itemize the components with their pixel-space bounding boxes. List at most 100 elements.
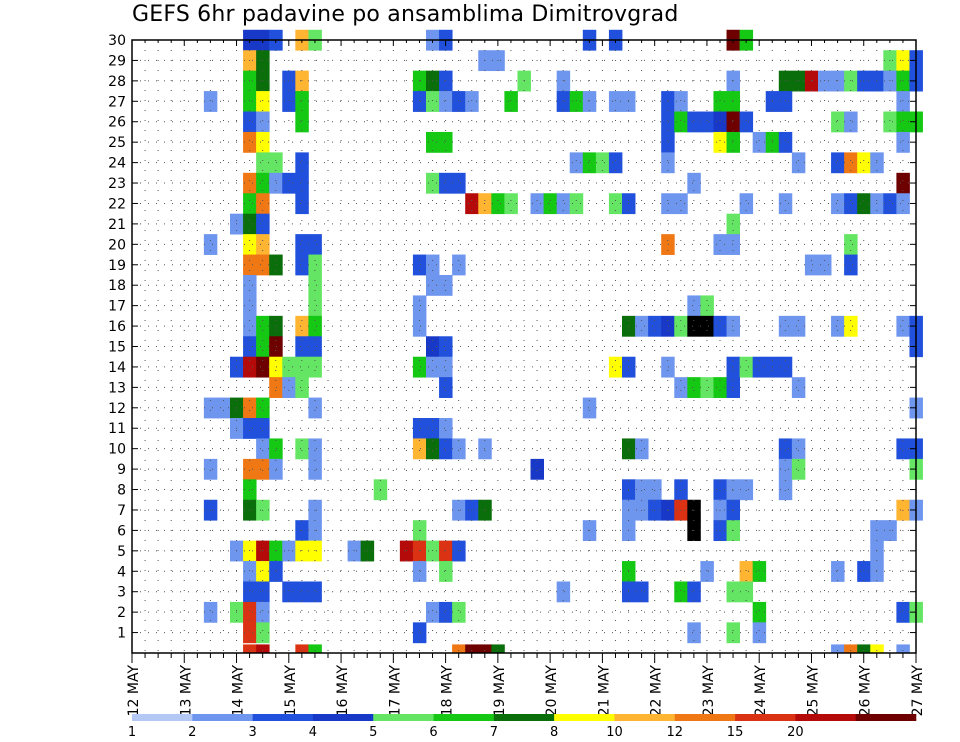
heatmap-cell: [687, 581, 701, 603]
y-tick-label: 8: [117, 483, 126, 499]
x-axis: 12 MAY 13 MAY 14 MAY 15 MAY 16 MAY 17 MAY 18 M…: [126, 40, 926, 716]
heatmap-cell: [896, 193, 910, 215]
colorbar-label: 2: [188, 725, 196, 740]
heatmap-cell: [282, 540, 296, 562]
y-tick-label: 9: [117, 462, 126, 478]
heatmap-cell: [726, 479, 740, 501]
heatmap-cell: [256, 234, 270, 255]
x-tick-label: 20 MAY: [544, 665, 560, 717]
heatmap-cell: [465, 193, 479, 215]
colorbar-label: 12: [666, 725, 683, 740]
heatmap-cell: [791, 377, 806, 398]
heatmap-cell: [674, 111, 688, 133]
heatmap-cell: [308, 274, 322, 296]
y-tick-label: 28: [108, 74, 126, 90]
heatmap-cell: [452, 172, 466, 194]
heatmap-cell: [778, 438, 793, 460]
heatmap-cell: [857, 193, 871, 215]
heatmap-cell: [635, 438, 649, 460]
heatmap-cell: [412, 70, 427, 92]
heatmap-cell: [203, 601, 218, 623]
heatmap-cell: [295, 254, 309, 276]
heatmap-cell: [269, 336, 283, 358]
heatmap-cell: [831, 70, 845, 92]
heatmap-cell: [739, 581, 754, 603]
heatmap-cell: [556, 193, 571, 215]
heatmap-cell: [295, 315, 309, 337]
colorbar-segment: [493, 714, 555, 721]
heatmap-cell: [608, 91, 623, 112]
heatmap-cell: [778, 193, 793, 215]
heatmap-cell: [870, 152, 884, 174]
heatmap-cell: [399, 540, 414, 562]
heatmap-cell: [243, 540, 257, 562]
heatmap-cell: [256, 581, 270, 603]
heatmap-cell: [308, 254, 322, 276]
heatmap-cell: [256, 356, 270, 378]
heatmap-cell: [844, 315, 858, 337]
heatmap-cell: [791, 70, 806, 92]
heatmap-cell: [243, 581, 257, 603]
heatmap-cell: [674, 377, 688, 398]
heatmap-cell: [426, 356, 440, 378]
heatmap-cell: [308, 438, 322, 460]
colorbar-label: 7: [490, 725, 498, 740]
heatmap-cell: [243, 644, 257, 654]
heatmap-cell: [269, 315, 283, 337]
heatmap-cell: [831, 111, 845, 133]
heatmap-cell: [243, 601, 257, 623]
y-axis: 1234567891011121314151617181920212223242…: [108, 33, 916, 642]
x-tick-label: 19 MAY: [492, 665, 508, 717]
heatmap-cell: [595, 152, 610, 174]
cells-layer: [203, 29, 923, 654]
heatmap-cell: [347, 540, 362, 562]
heatmap-cell: [556, 581, 571, 603]
colorbar-segment: [192, 714, 253, 721]
heatmap-cell: [452, 540, 466, 562]
y-tick-label: 15: [108, 340, 126, 356]
heatmap-cell: [791, 438, 806, 460]
heatmap-cell: [778, 91, 793, 112]
heatmap-cell: [674, 315, 688, 337]
heatmap-cell: [778, 315, 793, 337]
heatmap-cell: [870, 561, 884, 582]
heatmap-cell: [243, 479, 257, 501]
heatmap-cell: [295, 234, 309, 255]
x-tick-label: 22 MAY: [649, 665, 665, 717]
colorbar-segment: [795, 714, 856, 721]
heatmap-cell: [831, 644, 845, 654]
heatmap-cell: [883, 193, 897, 215]
heatmap-cell: [478, 193, 492, 215]
heatmap-cell: [674, 581, 688, 603]
heatmap-cell: [478, 438, 492, 460]
heatmap-cell: [844, 111, 858, 133]
y-tick-label: 30: [108, 33, 126, 49]
heatmap-cell: [256, 622, 270, 644]
y-tick-label: 14: [108, 360, 126, 376]
heatmap-cell: [243, 458, 257, 480]
heatmap-cell: [739, 193, 754, 215]
heatmap-cell: [582, 91, 597, 112]
heatmap-cell: [857, 152, 871, 174]
heatmap-cell: [295, 581, 309, 603]
heatmap-cell: [687, 172, 701, 194]
heatmap-cell: [256, 336, 270, 358]
heatmap-cell: [726, 234, 740, 255]
heatmap-cell: [648, 315, 662, 337]
heatmap-cell: [883, 70, 897, 92]
y-tick-label: 13: [108, 380, 126, 396]
heatmap-cell: [439, 561, 453, 582]
heatmap-cell: [295, 644, 309, 654]
x-tick-label: 21 MAY: [596, 665, 612, 717]
heatmap-cell: [674, 91, 688, 112]
heatmap-cell: [726, 70, 740, 92]
heatmap-cell: [269, 540, 283, 562]
y-tick-label: 10: [108, 442, 126, 458]
heatmap-cell: [308, 295, 322, 317]
y-tick-label: 29: [108, 53, 126, 69]
heatmap-cell: [426, 336, 440, 358]
heatmap-cell: [243, 295, 257, 317]
y-tick-label: 4: [117, 564, 126, 580]
heatmap-cell: [752, 131, 767, 153]
colorbar-segment: [373, 714, 434, 721]
